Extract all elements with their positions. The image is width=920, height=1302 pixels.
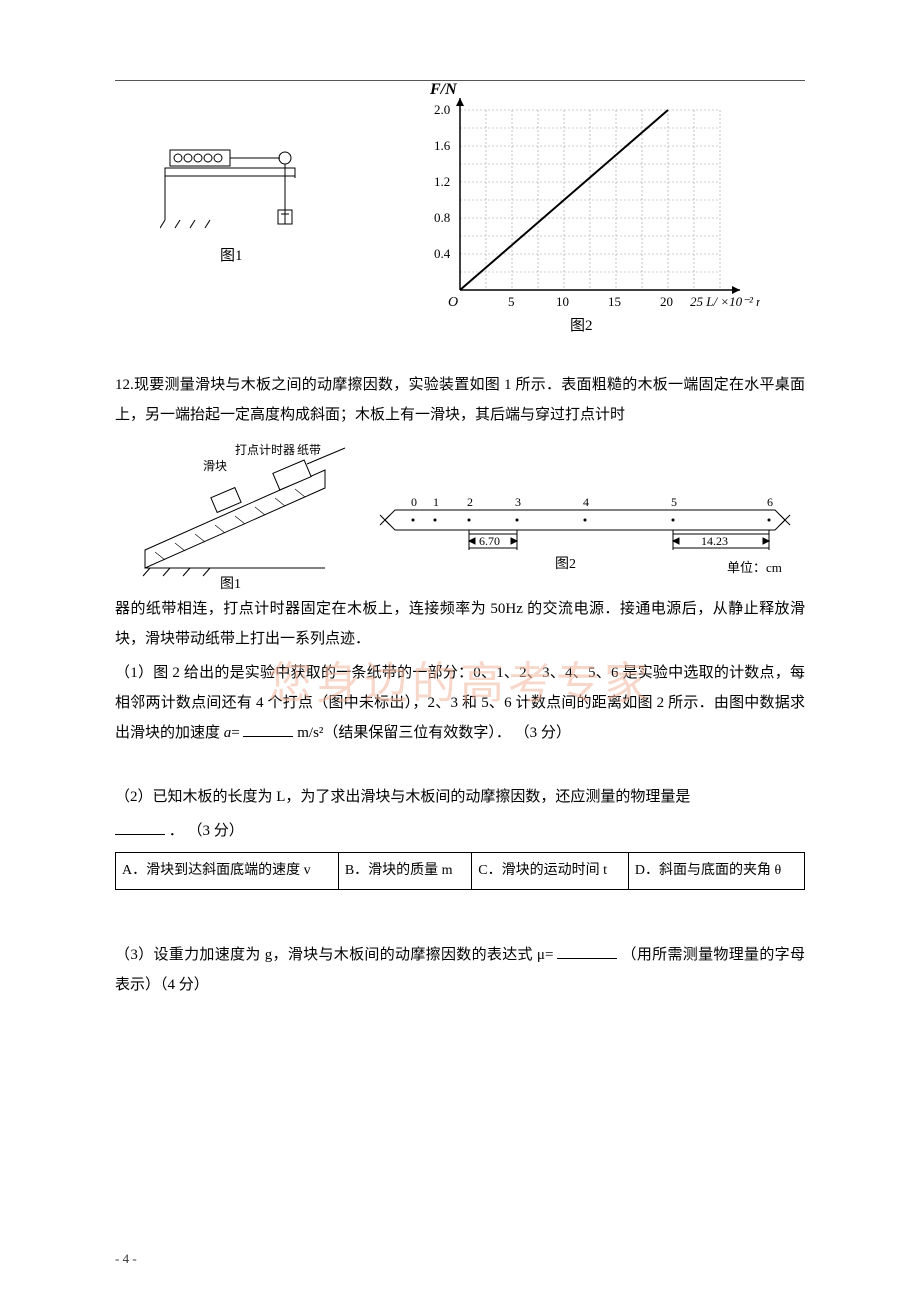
svg-text:单位：cm: 单位：cm: [727, 560, 782, 575]
q12-number: 12.: [115, 377, 134, 393]
svg-text:2: 2: [467, 495, 473, 509]
svg-text:图2: 图2: [555, 557, 576, 572]
ytick: 0.8: [434, 210, 450, 225]
top-rule: [115, 80, 805, 81]
origin: O: [448, 295, 458, 310]
page-number: - 4 -: [115, 1246, 137, 1272]
svg-text:6.70: 6.70: [479, 534, 500, 548]
svg-text:1: 1: [433, 495, 439, 509]
blank-choice[interactable]: [115, 819, 165, 836]
svg-text:5: 5: [671, 495, 677, 509]
q12-text1: 现要测量滑块与木板之间的动摩擦因数，实验装置如图 1 所示．表面粗糙的木板一端固…: [115, 377, 805, 423]
q12-intro2: 器的纸带相连，打点计时器固定在木板上，连接频率为 50Hz 的交流电源．接通电源…: [115, 594, 805, 654]
svg-text:打点计时器: 打点计时器: [235, 443, 295, 457]
x-axis-label: 25 L/ ×10⁻² m: [690, 294, 760, 309]
svg-text:滑块: 滑块: [203, 459, 227, 473]
svg-text:14.23: 14.23: [701, 534, 728, 548]
xtick: 10: [556, 294, 569, 309]
svg-text:0: 0: [411, 495, 417, 509]
xtick: 15: [608, 294, 621, 309]
fig2-label: 图2: [570, 317, 593, 334]
svg-text:图1: 图1: [220, 577, 241, 590]
option-b: B．滑块的质量 m: [338, 853, 471, 890]
options-table: A．滑块到达斜面底端的速度 v B．滑块的质量 m C．滑块的运动时间 t D．…: [115, 852, 805, 890]
top-figure-row: 图1 F/N: [115, 80, 805, 340]
q12-part2-tail: ． （3 分）: [115, 816, 805, 846]
ytick: 0.4: [434, 246, 451, 261]
ytick: 1.6: [434, 138, 451, 153]
incline-figure: 打点计时器 纸带 滑块 图1: [125, 440, 355, 590]
xtick: 5: [508, 294, 515, 309]
option-d: D．斜面与底面的夹角 θ: [628, 853, 804, 890]
mid-figure-row: 打点计时器 纸带 滑块 图1 0 1 2 3 4 5 6: [115, 440, 805, 590]
blank-a[interactable]: [243, 721, 293, 738]
xtick: 20: [660, 294, 673, 309]
svg-text:6: 6: [767, 495, 773, 509]
q12-intro: 12.现要测量滑块与木板之间的动摩擦因数，实验装置如图 1 所示．表面粗糙的木板…: [115, 370, 805, 430]
tape-figure: 0 1 2 3 4 5 6 6.70 14.23 图2 单位：cm: [375, 490, 795, 590]
blank-mu[interactable]: [557, 943, 617, 960]
graph-figure: F/N: [420, 80, 760, 340]
q12-part2: （2）已知木板的长度为 L，为了求出滑块与木板间的动摩擦因数，还应测量的物理量是: [115, 782, 805, 812]
ytick: 2.0: [434, 102, 450, 117]
y-axis-label: F/N: [429, 81, 458, 98]
fig1-label: 图1: [220, 247, 243, 264]
option-a: A．滑块到达斜面底端的速度 v: [116, 853, 339, 890]
apparatus-figure: 图1: [160, 120, 360, 300]
q12-part1: （1）图 2 给出的是实验中获取的一条纸带的一部分：0、1、2、3、4、5、6 …: [115, 658, 805, 748]
q12-part3: （3）设重力加速度为 g，滑块与木板间的动摩擦因数的表达式 μ= （用所需测量物…: [115, 940, 805, 1000]
ytick: 1.2: [434, 174, 450, 189]
svg-text:纸带: 纸带: [297, 443, 321, 457]
svg-text:4: 4: [583, 495, 589, 509]
svg-text:3: 3: [515, 495, 521, 509]
option-c: C．滑块的运动时间 t: [472, 853, 629, 890]
